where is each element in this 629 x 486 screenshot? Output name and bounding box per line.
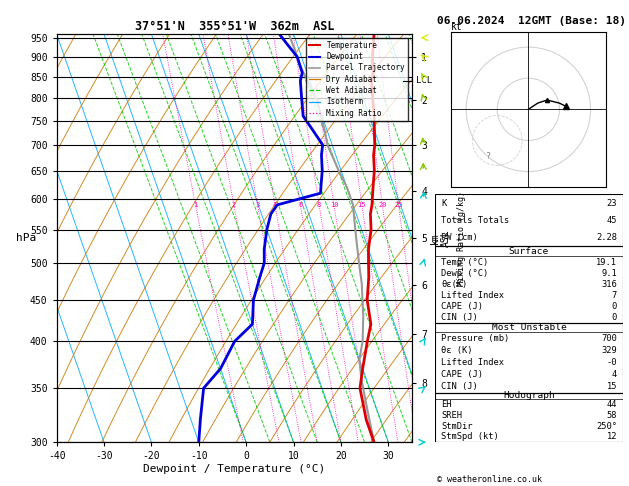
- Bar: [435, 194, 623, 246]
- Text: 700: 700: [601, 334, 617, 343]
- Text: 316: 316: [601, 280, 617, 289]
- Text: 06.06.2024  12GMT (Base: 18): 06.06.2024 12GMT (Base: 18): [437, 16, 626, 26]
- Text: 2.28: 2.28: [596, 233, 617, 243]
- Text: θε (K): θε (K): [441, 346, 472, 355]
- Text: 8: 8: [317, 202, 321, 208]
- Text: 15: 15: [606, 382, 617, 391]
- Text: LCL: LCL: [416, 76, 431, 86]
- Text: Most Unstable: Most Unstable: [492, 323, 566, 332]
- Text: 19.1: 19.1: [596, 258, 617, 266]
- Text: 2: 2: [231, 202, 236, 208]
- Text: Hodograph: Hodograph: [503, 391, 555, 400]
- Text: StmSpd (kt): StmSpd (kt): [441, 433, 499, 441]
- Text: 10: 10: [330, 202, 338, 208]
- Text: 23: 23: [606, 199, 617, 208]
- Text: EH: EH: [441, 400, 452, 409]
- Text: hPa: hPa: [16, 233, 36, 243]
- Text: 9.1: 9.1: [601, 269, 617, 278]
- Legend: Temperature, Dewpoint, Parcel Trajectory, Dry Adiabat, Wet Adiabat, Isotherm, Mi: Temperature, Dewpoint, Parcel Trajectory…: [306, 38, 408, 121]
- Text: 44: 44: [606, 400, 617, 409]
- Text: 250°: 250°: [596, 421, 617, 431]
- Text: 3: 3: [255, 202, 260, 208]
- Text: 1: 1: [193, 202, 198, 208]
- Text: 25: 25: [394, 202, 403, 208]
- Text: Dewp (°C): Dewp (°C): [441, 269, 488, 278]
- Title: 37°51'N  355°51'W  362m  ASL: 37°51'N 355°51'W 362m ASL: [135, 20, 334, 33]
- Text: 4: 4: [273, 202, 277, 208]
- Text: PW (cm): PW (cm): [441, 233, 477, 243]
- Text: Totals Totals: Totals Totals: [441, 216, 509, 225]
- Text: CIN (J): CIN (J): [441, 313, 477, 322]
- Text: 329: 329: [601, 346, 617, 355]
- Text: Lifted Index: Lifted Index: [441, 291, 504, 300]
- Text: 12: 12: [606, 433, 617, 441]
- Text: Pressure (mb): Pressure (mb): [441, 334, 509, 343]
- Text: StmDir: StmDir: [441, 421, 472, 431]
- Text: Temp (°C): Temp (°C): [441, 258, 488, 266]
- Text: 20: 20: [378, 202, 387, 208]
- Text: kt: kt: [450, 21, 462, 32]
- X-axis label: Dewpoint / Temperature (°C): Dewpoint / Temperature (°C): [143, 464, 325, 474]
- Text: 7: 7: [612, 291, 617, 300]
- Text: ?: ?: [485, 152, 490, 161]
- Text: CAPE (J): CAPE (J): [441, 370, 483, 379]
- Text: 58: 58: [606, 411, 617, 420]
- Text: 0: 0: [612, 313, 617, 322]
- Text: 6: 6: [298, 202, 303, 208]
- Text: Mixing Ratio (g/kg): Mixing Ratio (g/kg): [457, 191, 466, 286]
- Text: CIN (J): CIN (J): [441, 382, 477, 391]
- Text: K: K: [441, 199, 446, 208]
- Text: 4: 4: [612, 370, 617, 379]
- Text: © weatheronline.co.uk: © weatheronline.co.uk: [437, 474, 542, 484]
- Bar: [435, 246, 623, 323]
- Bar: [435, 323, 623, 393]
- Text: 45: 45: [606, 216, 617, 225]
- Text: SREH: SREH: [441, 411, 462, 420]
- Text: θε(K): θε(K): [441, 280, 467, 289]
- Bar: [435, 393, 623, 442]
- Text: Lifted Index: Lifted Index: [441, 358, 504, 367]
- Text: 0: 0: [612, 302, 617, 311]
- Text: 15: 15: [358, 202, 366, 208]
- Text: Surface: Surface: [509, 247, 549, 256]
- Text: CAPE (J): CAPE (J): [441, 302, 483, 311]
- Text: -0: -0: [606, 358, 617, 367]
- Y-axis label: km
ASL: km ASL: [430, 229, 451, 247]
